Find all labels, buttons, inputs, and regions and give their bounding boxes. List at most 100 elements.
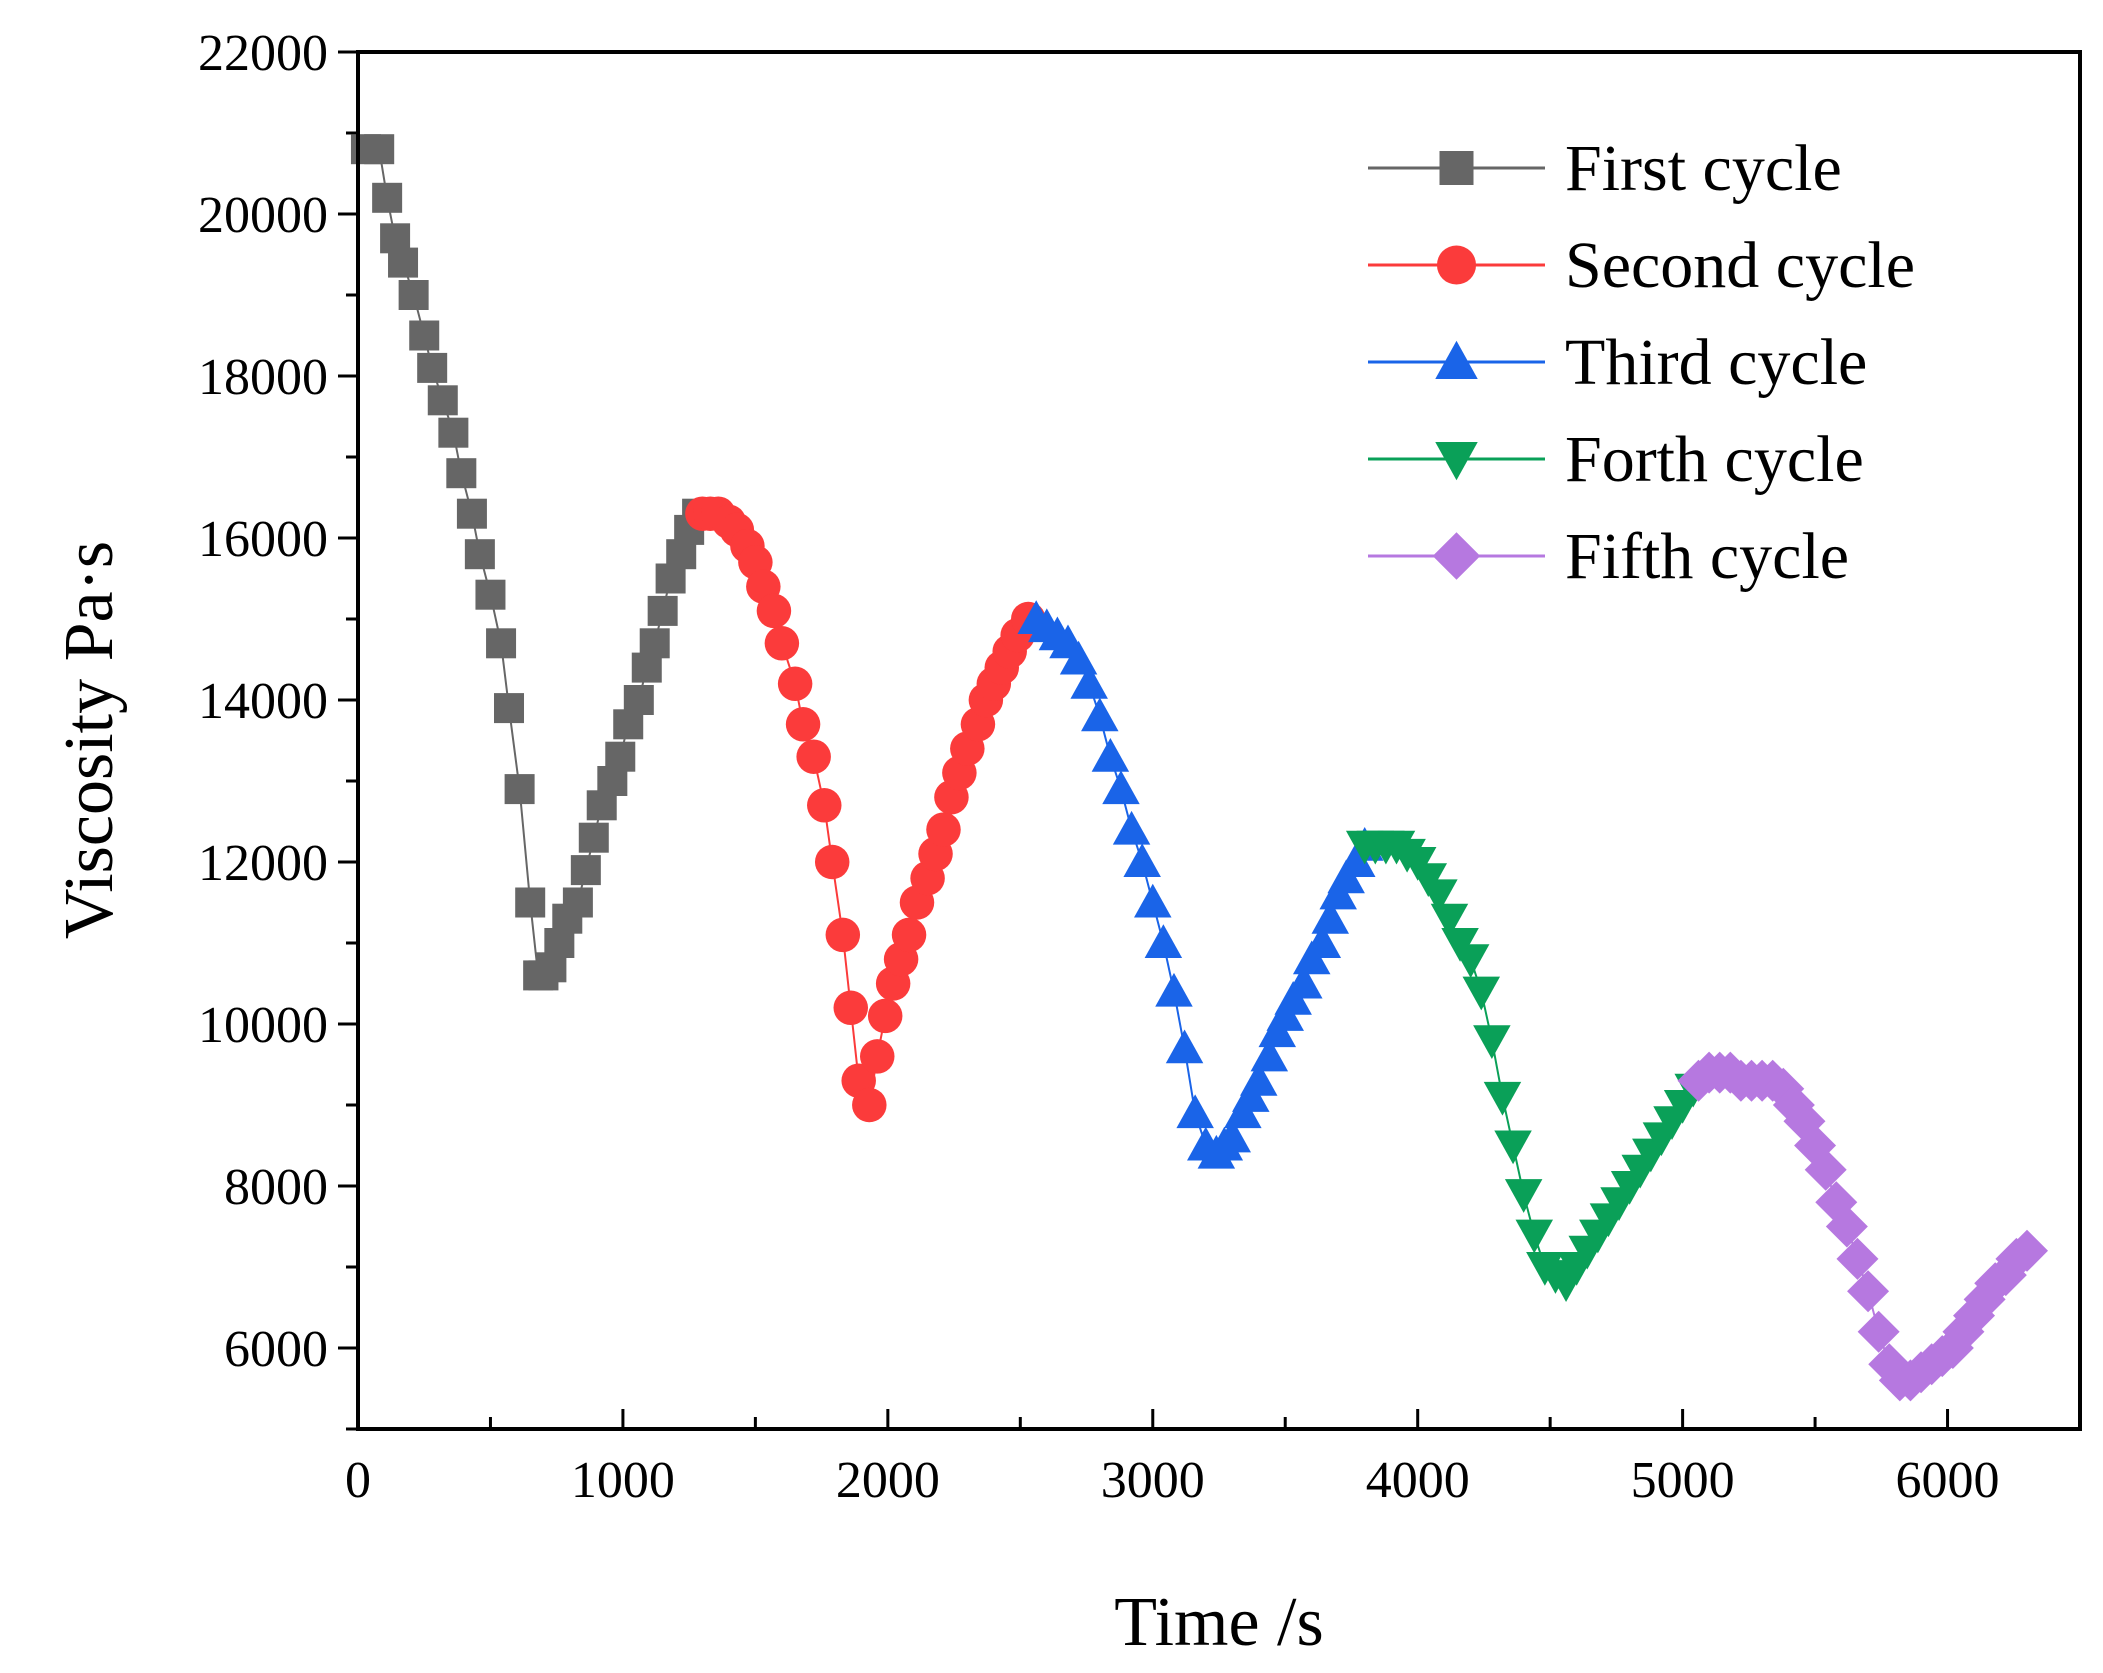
data-point xyxy=(1430,903,1469,938)
data-point xyxy=(456,498,487,529)
x-tick-labels: 0 1000 2000 3000 4000 5000 6000 xyxy=(345,1452,2000,1509)
y-axis-title: Viscosity Pa·s xyxy=(51,541,128,939)
data-point xyxy=(1857,1310,1900,1353)
data-point xyxy=(578,822,609,853)
data-point xyxy=(1213,1118,1251,1153)
y-tick-labels: 6000 8000 10000 12000 14000 16000 18000 20000 22… xyxy=(198,25,328,1378)
data-point xyxy=(446,458,477,489)
legend-marker xyxy=(1439,151,1474,185)
legend-marker xyxy=(1436,245,1477,285)
data-point xyxy=(398,280,429,310)
data-point xyxy=(562,887,593,918)
y-tick-label: 20000 xyxy=(198,187,328,244)
data-point xyxy=(1059,640,1098,675)
data-point xyxy=(605,741,636,772)
data-point xyxy=(785,707,821,742)
x-tick-label: 1000 xyxy=(571,1452,675,1509)
legend-marker xyxy=(1432,532,1481,580)
data-point xyxy=(1311,899,1350,934)
series-1 xyxy=(350,134,713,991)
data-point xyxy=(1825,1205,1868,1248)
x-tick-label: 6000 xyxy=(1896,1452,2000,1509)
data-point xyxy=(623,685,654,715)
data-point xyxy=(475,579,506,610)
data-point xyxy=(1123,843,1161,877)
data-point xyxy=(859,1039,895,1074)
data-point xyxy=(814,844,850,880)
legend-label: Fifth cycle xyxy=(1565,520,1849,593)
data-point xyxy=(1112,810,1151,845)
plot-area-frame xyxy=(356,50,2082,1431)
data-point xyxy=(833,990,869,1026)
data-point xyxy=(1504,1179,1543,1213)
data-point xyxy=(409,320,440,351)
data-point xyxy=(1070,665,1108,699)
y-tick-label: 6000 xyxy=(224,1321,328,1378)
legend-label: Forth cycle xyxy=(1565,423,1864,496)
x-tick-label: 4000 xyxy=(1366,1452,1470,1509)
data-point xyxy=(764,626,800,661)
data-point xyxy=(1420,879,1458,914)
series-line xyxy=(1364,844,1695,1285)
data-point xyxy=(388,247,419,278)
data-point xyxy=(364,134,395,165)
series-2 xyxy=(685,496,1046,1123)
data-point xyxy=(647,595,678,626)
legend-marker xyxy=(1435,442,1478,481)
data-point xyxy=(1847,1270,1890,1313)
data-point xyxy=(494,693,525,724)
y-tick-label: 16000 xyxy=(198,511,328,568)
data-point xyxy=(464,539,495,570)
data-point xyxy=(1494,1130,1532,1165)
data-point xyxy=(777,666,813,702)
data-point xyxy=(1285,964,1323,999)
series-layer xyxy=(350,134,2049,1402)
series-5 xyxy=(1677,1051,2049,1402)
data-point xyxy=(867,998,903,1034)
data-point xyxy=(796,739,831,774)
x-tick-label: 0 xyxy=(345,1452,371,1509)
data-point xyxy=(438,417,469,448)
data-point xyxy=(926,812,961,847)
data-point xyxy=(372,182,403,213)
legend-marker xyxy=(1435,340,1478,379)
data-point xyxy=(1250,1037,1289,1072)
data-point xyxy=(1239,1061,1278,1096)
data-point xyxy=(1483,1081,1522,1116)
y-tick-label: 22000 xyxy=(198,25,328,82)
series-4 xyxy=(1345,830,1712,1302)
data-point xyxy=(1081,697,1119,732)
x-axis-title: Time /s xyxy=(1114,1584,1323,1661)
legend-entry: First cycle xyxy=(1368,132,1842,205)
data-point xyxy=(756,593,792,629)
legend-entry: Fifth cycle xyxy=(1368,520,1849,593)
y-tick-label: 12000 xyxy=(198,835,328,892)
data-point xyxy=(1155,972,1193,1007)
data-point xyxy=(1144,924,1183,958)
data-point xyxy=(1102,770,1140,805)
legend-label: First cycle xyxy=(1565,132,1842,205)
data-point xyxy=(825,917,861,953)
data-point xyxy=(1165,1029,1204,1064)
data-point xyxy=(427,385,458,416)
x-tick-label: 3000 xyxy=(1101,1452,1205,1509)
legend-entry: Forth cycle xyxy=(1368,423,1864,496)
y-tick-label: 18000 xyxy=(198,349,328,406)
legend: First cycle Second cycle Third cycle Forth … xyxy=(1368,132,1915,593)
x-tick-label: 5000 xyxy=(1631,1452,1735,1509)
data-point xyxy=(1462,976,1501,1011)
data-point xyxy=(807,788,842,823)
data-point xyxy=(515,887,546,918)
data-point xyxy=(486,628,517,659)
data-point xyxy=(852,1087,887,1123)
data-point xyxy=(504,774,535,805)
data-point xyxy=(639,628,670,659)
data-point xyxy=(2006,1229,2049,1272)
legend-entry: Third cycle xyxy=(1368,326,1867,399)
x-tick-label: 2000 xyxy=(836,1452,940,1509)
y-tick-label: 10000 xyxy=(198,997,328,1054)
data-point xyxy=(1451,944,1490,978)
data-point xyxy=(1176,1094,1214,1129)
data-point xyxy=(1515,1219,1554,1254)
